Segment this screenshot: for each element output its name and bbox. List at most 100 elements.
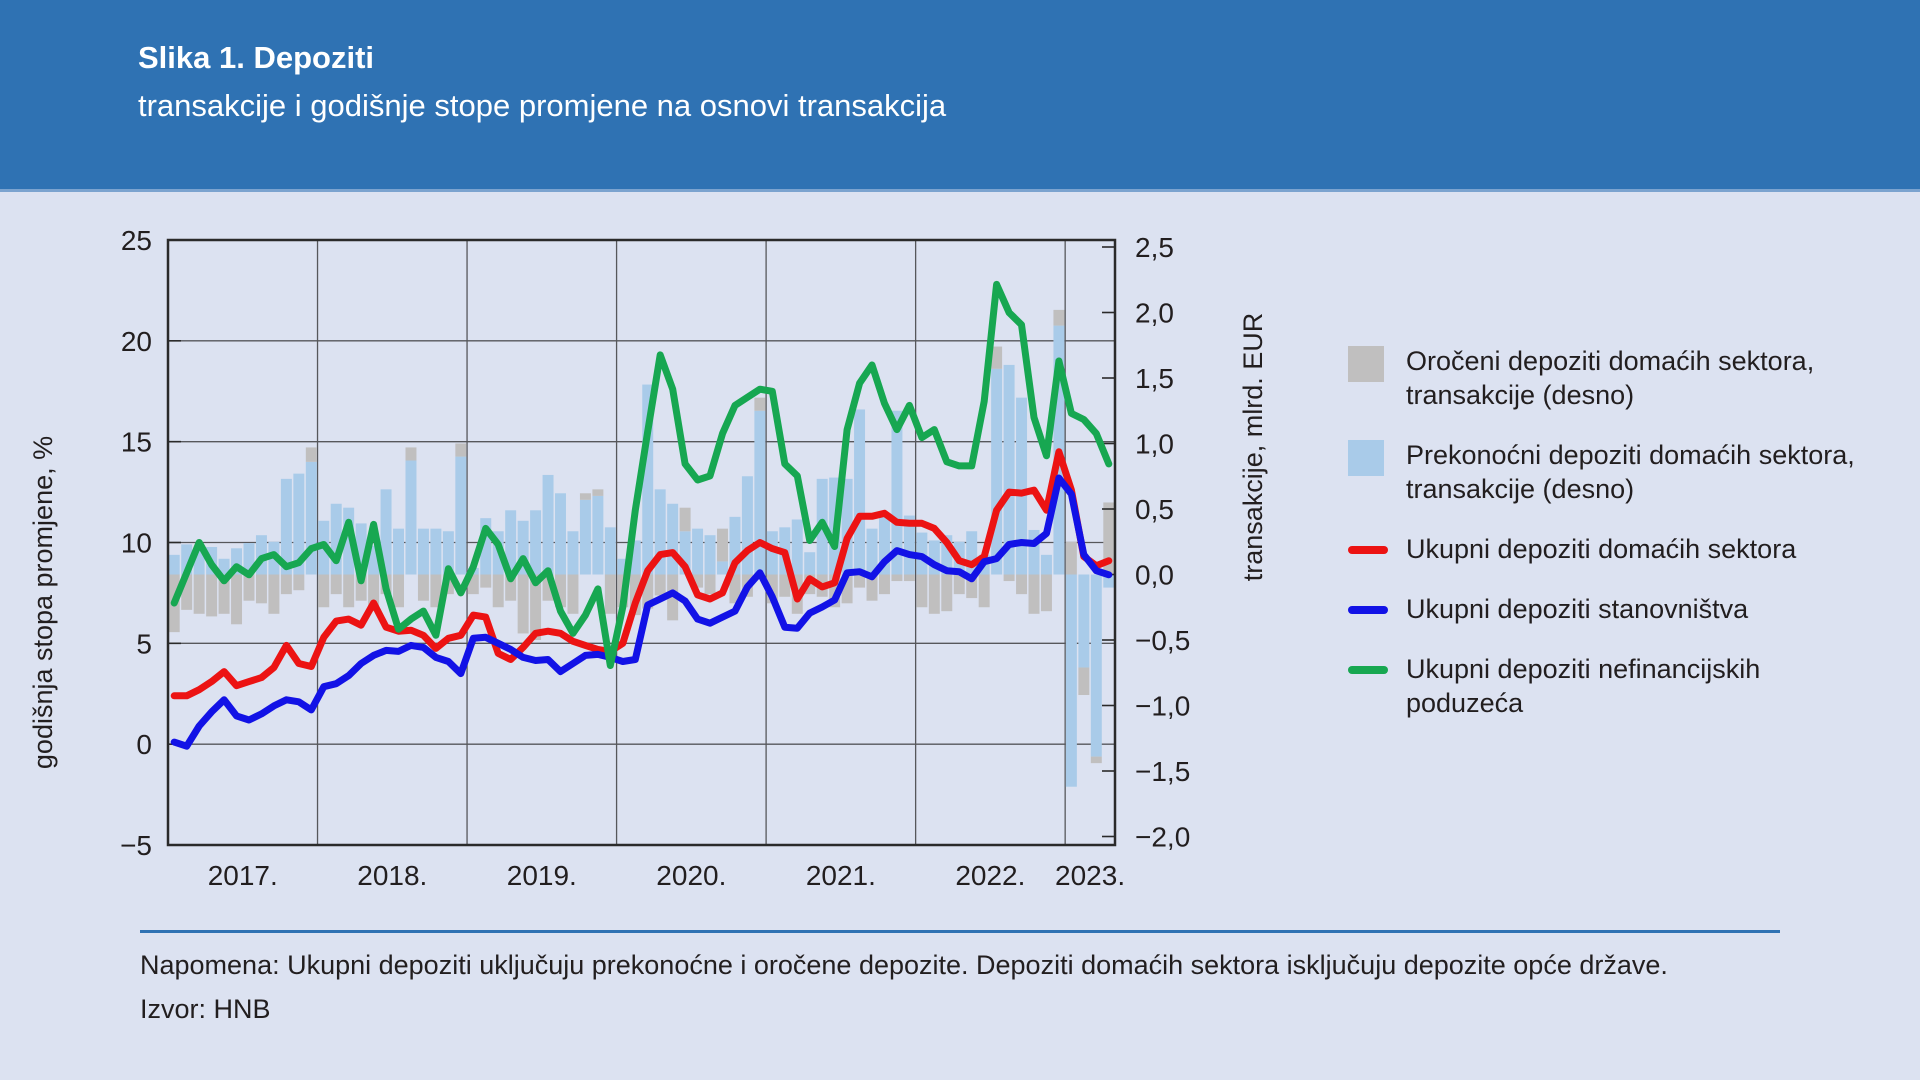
bar-time-deposits: [1003, 574, 1015, 582]
bar-time-deposits: [480, 574, 492, 588]
legend-item-orocenidepoziti: Oročeni depoziti domaćih sektora, transa…: [1348, 344, 1908, 412]
bar-time-deposits: [941, 574, 953, 612]
bar-time-deposits: [704, 574, 716, 595]
bar-overnight-deposits: [891, 410, 903, 575]
bar-time-deposits: [467, 574, 479, 595]
deposits-combo-chart: 25 20 15 10 5 0 −5 2,5 2,0 1,5 1,0 0,5 0,0 −0,5 −1,0 −1…: [28, 225, 1268, 891]
bar-time-deposits: [829, 574, 841, 608]
chart-note: Napomena: Ukupni depoziti uključuju prek…: [140, 950, 1668, 980]
axis-labels: 25 20 15 10 5 0 −5 2,5 2,0 1,5 1,0 0,5 0,0 −0,5 −1,0 −1…: [120, 225, 1190, 891]
bar-time-deposits: [505, 574, 517, 601]
bar-time-deposits: [555, 574, 566, 608]
bar-overnight-deposits: [305, 461, 317, 575]
bar-time-deposits: [181, 574, 193, 610]
left-axis-tick-label: 10: [121, 528, 152, 559]
x-axis-year-label: 2019.: [507, 860, 577, 891]
right-axis-tick-label: −1,0: [1135, 691, 1190, 722]
bar-overnight-deposits: [966, 531, 978, 575]
bar-time-deposits: [928, 574, 940, 614]
bar-overnight-deposits: [231, 548, 243, 575]
right-axis-tick-label: 0,0: [1135, 560, 1174, 591]
bar-time-deposits: [953, 574, 965, 595]
right-axis-tick-label: 2,0: [1135, 298, 1174, 329]
bar-time-deposits: [903, 574, 915, 582]
bar-overnight-deposits: [455, 456, 467, 575]
bar-overnight-deposits: [517, 520, 529, 575]
bar-time-deposits: [1065, 541, 1077, 575]
bar-time-deposits: [642, 574, 654, 609]
bar-overnight-deposits: [555, 493, 566, 575]
legend-label: Ukupni depoziti domaćih sektora: [1406, 534, 1797, 564]
bar-time-deposits: [218, 574, 230, 614]
right-axis-tick-label: 1,5: [1135, 363, 1174, 394]
left-axis-tick-label: 20: [121, 326, 152, 357]
bar-overnight-deposits: [343, 507, 355, 575]
bar-time-deposits: [280, 574, 292, 595]
bar-overnight-deposits: [741, 476, 753, 575]
x-axis-year-label: 2021.: [806, 860, 876, 891]
right-axis-tick-label: 1,0: [1135, 429, 1174, 460]
left-axis-title: godišnja stopa promjene, %: [28, 436, 58, 769]
bar-time-deposits: [891, 574, 903, 582]
bar-overnight-deposits: [654, 489, 666, 575]
bar-overnight-deposits: [505, 510, 517, 575]
bar-overnight-deposits: [766, 531, 778, 575]
bar-time-deposits: [766, 574, 778, 604]
bar-time-deposits: [1090, 756, 1102, 764]
bar-time-deposits: [978, 574, 990, 608]
bar-overnight-deposits: [729, 516, 741, 575]
x-axis-year-label: 2023.: [1055, 860, 1125, 891]
bar-time-deposits: [729, 574, 741, 604]
bar-overnight-deposits: [878, 515, 890, 575]
bar-overnight-deposits: [480, 518, 492, 575]
bar-time-deposits: [417, 574, 429, 601]
bar-time-deposits: [1028, 574, 1040, 614]
x-axis-year-label: 2020.: [656, 860, 726, 891]
bar-time-deposits: [293, 574, 305, 591]
bar-overnight-deposits: [928, 540, 940, 575]
figure-header: Slika 1. Depoziti transakcije i godišnje…: [0, 0, 1920, 192]
bar-time-deposits: [667, 574, 679, 621]
bar-overnight-deposits: [642, 384, 654, 575]
bar-time-deposits: [355, 574, 367, 601]
bar-time-deposits: [579, 493, 591, 500]
bar-overnight-deposits: [567, 531, 579, 575]
bar-overnight-deposits: [168, 554, 180, 575]
bar-time-deposits: [654, 574, 666, 596]
bar-time-deposits: [405, 447, 417, 461]
bar-overnight-deposits: [604, 527, 616, 575]
bar-overnight-deposits: [1040, 554, 1052, 575]
bar-overnight-deposits: [1028, 529, 1040, 575]
bar-overnight-deposits: [417, 528, 429, 575]
legend-item-ukupni-nefinancijska: Ukupni depoziti nefinancijskih poduzeća: [1348, 652, 1908, 720]
line-ukupni-depoziti-doma-ih-sektora: [170, 448, 1113, 700]
bar-time-deposits: [841, 574, 853, 604]
bar-time-deposits: [455, 443, 467, 457]
left-axis-tick-label: −5: [120, 830, 152, 861]
blue-line-swatch-icon: [1348, 606, 1388, 614]
bar-time-deposits: [567, 574, 579, 614]
bar-time-deposits: [1016, 574, 1028, 595]
bar-time-deposits: [754, 397, 766, 411]
bar-overnight-deposits: [430, 528, 442, 575]
bar-time-deposits: [206, 574, 218, 617]
bar-time-deposits: [393, 574, 405, 608]
bar-overnight-deposits: [380, 489, 392, 575]
bar-overnight-deposits: [218, 558, 230, 575]
blue-bar-swatch-icon: [1348, 440, 1384, 476]
bar-time-deposits: [343, 574, 355, 608]
right-axis-tick-label: 2,5: [1135, 232, 1174, 263]
left-axis-tick-label: 25: [121, 225, 152, 256]
bar-overnight-deposits: [193, 548, 205, 575]
bar-overnight-deposits: [854, 409, 866, 575]
bar-overnight-deposits: [866, 528, 878, 575]
bar-time-deposits: [368, 574, 380, 612]
footer-separator-line: [140, 930, 1780, 933]
x-axis-year-label: 2018.: [357, 860, 427, 891]
bar-overnight-deposits: [1103, 574, 1115, 588]
bar-time-deposits: [231, 574, 243, 625]
bar-overnight-deposits: [717, 561, 728, 575]
chart-legend: Oročeni depoziti domaćih sektora, transa…: [1348, 344, 1908, 746]
right-axis-tick-label: −2,0: [1135, 822, 1190, 853]
